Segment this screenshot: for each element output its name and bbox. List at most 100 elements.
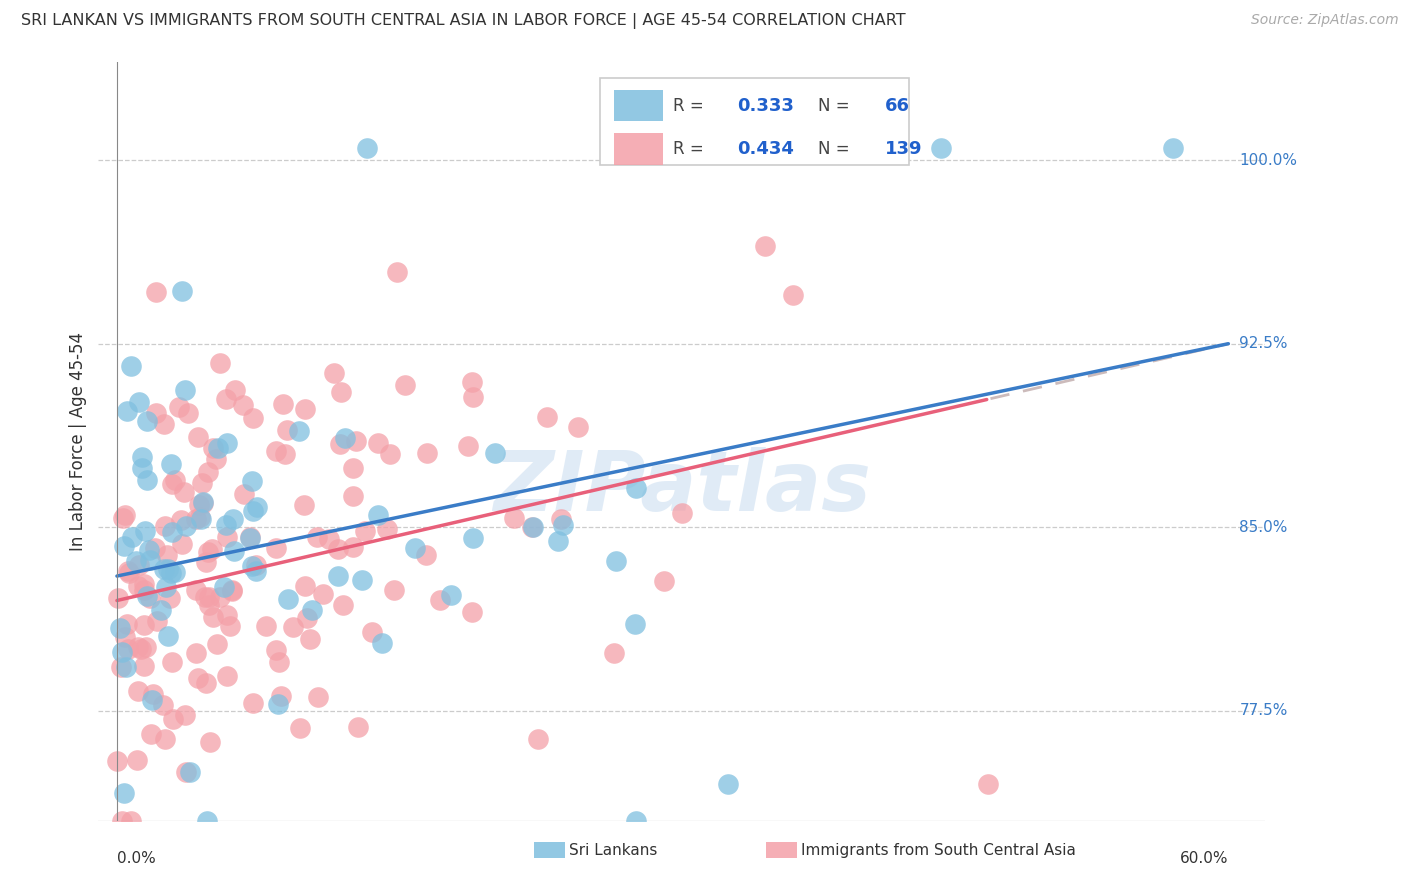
- Point: [245, 564, 267, 578]
- Point: [186, 511, 208, 525]
- Point: [114, 659, 136, 673]
- Point: [240, 558, 263, 573]
- Point: [155, 580, 177, 594]
- Point: [188, 498, 211, 512]
- Point: [160, 655, 183, 669]
- Text: N =: N =: [818, 96, 855, 114]
- Text: Source: ZipAtlas.com: Source: ZipAtlas.com: [1251, 13, 1399, 28]
- Point: [292, 498, 315, 512]
- Point: [141, 687, 163, 701]
- Point: [246, 500, 269, 514]
- Point: [329, 437, 352, 451]
- Point: [356, 141, 378, 155]
- Point: [461, 605, 484, 619]
- Point: [191, 494, 214, 508]
- Point: [283, 620, 305, 634]
- Point: [461, 531, 484, 545]
- Point: [440, 588, 463, 602]
- Point: [111, 814, 134, 828]
- Point: [162, 712, 184, 726]
- Point: [370, 635, 392, 649]
- Point: [127, 753, 149, 767]
- Text: 85.0%: 85.0%: [1240, 520, 1288, 534]
- Point: [132, 577, 155, 591]
- Point: [159, 457, 181, 471]
- Point: [212, 580, 235, 594]
- Point: [215, 392, 238, 406]
- Point: [415, 548, 437, 562]
- Point: [215, 517, 238, 532]
- Text: SRI LANKAN VS IMMIGRANTS FROM SOUTH CENTRAL ASIA IN LABOR FORCE | AGE 45-54 CORR: SRI LANKAN VS IMMIGRANTS FROM SOUTH CENT…: [21, 13, 905, 29]
- Point: [274, 447, 297, 461]
- Point: [131, 461, 153, 475]
- Point: [186, 646, 208, 660]
- Point: [367, 508, 389, 522]
- Point: [294, 579, 316, 593]
- Point: [173, 383, 195, 397]
- Point: [367, 436, 389, 450]
- Point: [547, 534, 569, 549]
- Point: [197, 465, 219, 479]
- Point: [139, 552, 162, 566]
- Point: [200, 735, 222, 749]
- Point: [187, 671, 209, 685]
- Point: [416, 446, 439, 460]
- Point: [782, 287, 804, 301]
- Text: 77.5%: 77.5%: [1240, 703, 1288, 718]
- Point: [361, 625, 384, 640]
- Point: [204, 452, 226, 467]
- Point: [198, 590, 221, 604]
- Point: [125, 554, 148, 568]
- Point: [115, 404, 138, 418]
- Point: [156, 629, 179, 643]
- Point: [217, 435, 239, 450]
- Point: [153, 519, 176, 533]
- Point: [239, 531, 262, 545]
- Text: ZIPatlas: ZIPatlas: [494, 447, 870, 527]
- Point: [129, 641, 152, 656]
- Point: [135, 474, 157, 488]
- Point: [160, 477, 183, 491]
- Point: [567, 420, 589, 434]
- Point: [298, 632, 321, 647]
- Point: [127, 579, 149, 593]
- Point: [170, 513, 193, 527]
- Point: [195, 555, 218, 569]
- Bar: [614, 133, 664, 165]
- Point: [929, 141, 952, 155]
- Point: [326, 542, 349, 557]
- Point: [159, 566, 181, 580]
- Point: [191, 475, 214, 490]
- Text: 60.0%: 60.0%: [1180, 851, 1229, 866]
- Point: [520, 519, 543, 533]
- Point: [198, 599, 221, 613]
- Point: [222, 511, 245, 525]
- Point: [177, 406, 200, 420]
- Point: [117, 564, 139, 578]
- Point: [976, 777, 998, 791]
- Point: [172, 537, 194, 551]
- Point: [197, 545, 219, 559]
- Point: [385, 265, 408, 279]
- Point: [654, 574, 676, 589]
- Point: [165, 474, 187, 488]
- Point: [551, 518, 574, 533]
- Point: [121, 530, 143, 544]
- Point: [277, 591, 299, 606]
- Point: [307, 690, 329, 704]
- Point: [111, 645, 134, 659]
- Point: [205, 637, 228, 651]
- Point: [108, 621, 131, 635]
- Point: [145, 406, 167, 420]
- Point: [184, 582, 207, 597]
- Point: [114, 508, 136, 522]
- Point: [623, 616, 645, 631]
- Point: [242, 411, 264, 425]
- Point: [134, 582, 156, 597]
- Point: [502, 510, 524, 524]
- Text: R =: R =: [672, 96, 709, 114]
- Point: [156, 548, 179, 562]
- Point: [602, 646, 624, 660]
- Point: [221, 584, 243, 599]
- Point: [484, 446, 506, 460]
